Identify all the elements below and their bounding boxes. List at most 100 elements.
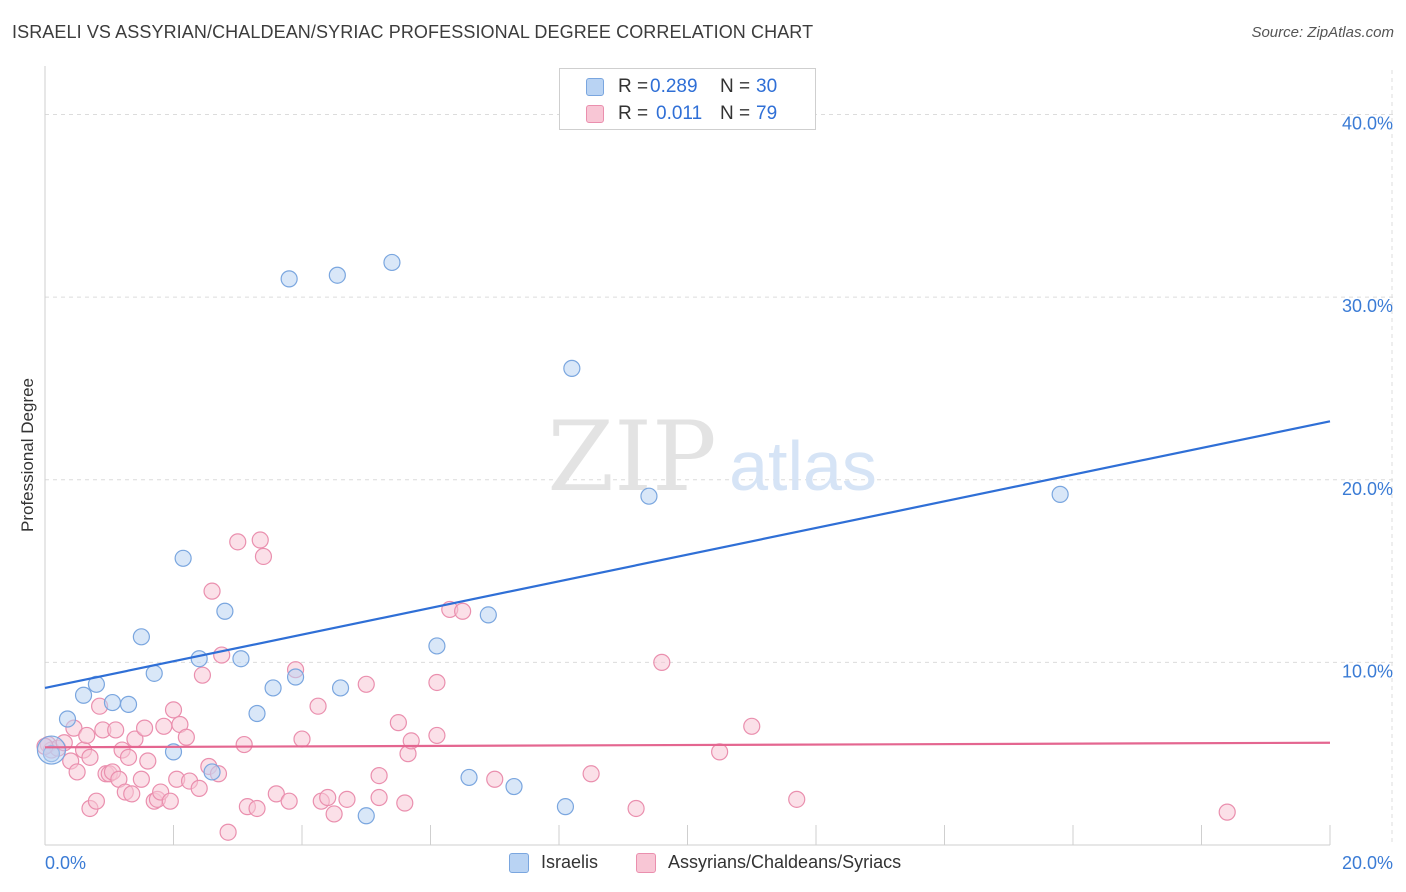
series-assyrians-points <box>36 531 1236 841</box>
data-point-pink <box>293 730 311 748</box>
data-point-pink <box>370 767 388 785</box>
legend-swatch-blue <box>509 852 529 873</box>
data-point-pink <box>107 721 125 739</box>
data-point-pink <box>139 752 157 770</box>
data-point-pink <box>177 728 195 746</box>
legend-n-label: N = <box>720 76 751 97</box>
data-point-pink <box>338 790 356 808</box>
legend-n-value: 79 <box>756 103 778 124</box>
data-point-blue <box>286 668 305 686</box>
data-point-pink <box>132 770 150 788</box>
watermark: ZIP atlas <box>547 401 877 513</box>
legend-swatch-pink <box>636 852 656 873</box>
data-point-pink <box>87 792 106 810</box>
tick-labels: 10.0% 20.0% 30.0% 40.0% 0.0% 20.0% <box>45 114 1393 873</box>
y-tick-label: 40.0% <box>1342 114 1393 134</box>
x-tick-label-max: 20.0% <box>1342 853 1393 873</box>
data-point-blue <box>145 664 163 682</box>
legend-n-label: N = <box>720 103 751 124</box>
data-point-pink <box>319 788 337 807</box>
data-point-pink <box>389 714 407 732</box>
data-point-pink <box>229 533 247 551</box>
data-point-blue <box>1051 485 1069 503</box>
data-point-pink <box>78 726 96 745</box>
legend-label-assyrians: Assyrians/Chaldeans/Syriacs <box>668 852 902 872</box>
data-point-blue <box>264 679 282 697</box>
legend-swatch-blue <box>586 78 604 96</box>
data-point-pink <box>582 765 600 783</box>
legend-r-value: 0.289 <box>650 76 698 97</box>
data-point-pink <box>251 531 269 549</box>
data-point-pink <box>370 788 388 807</box>
gridlines <box>44 70 1395 845</box>
legend-swatch-pink <box>586 105 604 123</box>
data-point-pink <box>119 748 138 766</box>
data-point-pink <box>248 799 266 818</box>
data-point-blue <box>280 270 298 288</box>
data-point-blue <box>328 266 346 284</box>
data-point-pink <box>190 779 208 797</box>
y-tick-label: 30.0% <box>1342 296 1393 316</box>
legend-item-israelis[interactable]: Israelis <box>509 852 598 873</box>
chart-title: ISRAELI VS ASSYRIAN/CHALDEAN/SYRIAC PROF… <box>12 22 814 42</box>
x-tick-label-min: 0.0% <box>45 853 86 873</box>
data-point-blue <box>460 768 478 787</box>
watermark-zip: ZIP <box>547 401 716 513</box>
data-point-blue <box>132 628 150 646</box>
data-point-pink <box>203 582 221 600</box>
data-point-pink <box>1218 803 1236 821</box>
data-point-blue <box>640 487 658 505</box>
data-point-pink <box>788 790 806 808</box>
data-point-pink <box>653 653 671 671</box>
watermark-atlas: atlas <box>729 427 877 505</box>
data-point-pink <box>235 735 253 754</box>
data-point-pink <box>711 743 729 761</box>
legend-label-israelis: Israelis <box>541 852 599 872</box>
data-point-pink <box>627 799 645 818</box>
legend-item-assyrians[interactable]: Assyrians/Chaldeans/Syriacs <box>636 852 901 873</box>
legend-r-label: R = <box>618 76 649 97</box>
data-point-pink <box>193 666 212 684</box>
data-point-blue <box>428 637 446 655</box>
data-point-blue <box>563 359 581 377</box>
data-point-pink <box>254 547 273 566</box>
stats-legend: R = 0.289 N = 30 R = 0.011 N = 79 <box>559 68 816 130</box>
data-point-pink <box>396 794 414 812</box>
legend-r-label: R = <box>618 103 649 124</box>
data-point-pink <box>164 701 183 719</box>
data-point-pink <box>135 719 154 737</box>
legend-row-assyrians: R = 0.011 N = 79 <box>586 103 777 125</box>
trend-lines <box>44 420 1331 749</box>
trend-line-pink <box>44 741 1331 749</box>
data-point-pink <box>486 770 504 788</box>
data-point-blue <box>505 777 523 796</box>
data-point-pink <box>743 717 761 735</box>
data-point-pink <box>81 748 99 766</box>
legend-n-value: 30 <box>756 76 778 97</box>
y-tick-label: 10.0% <box>1342 661 1393 681</box>
data-point-pink <box>309 697 327 715</box>
data-point-pink <box>161 792 179 810</box>
data-point-blue <box>74 686 93 704</box>
data-point-pink <box>123 785 141 803</box>
axes <box>44 66 1331 846</box>
data-point-pink <box>428 726 446 745</box>
data-point-blue <box>556 798 575 816</box>
source-label: Source: ZipAtlas.com <box>1251 24 1394 41</box>
y-tick-label: 20.0% <box>1342 479 1393 499</box>
data-point-blue <box>357 807 375 825</box>
data-point-pink <box>357 675 375 693</box>
data-point-pink <box>454 602 472 620</box>
series-legend: Israelis Assyrians/Chaldeans/Syriacs <box>0 852 1406 878</box>
data-point-blue <box>119 695 138 713</box>
data-point-blue <box>58 710 77 728</box>
data-point-pink <box>428 673 446 692</box>
data-point-cluster <box>36 735 67 765</box>
data-point-blue <box>42 745 61 763</box>
data-point-pink <box>267 785 285 803</box>
data-point-blue <box>216 602 234 620</box>
legend-r-value: 0.011 <box>656 103 703 124</box>
data-point-blue <box>174 549 192 567</box>
data-point-blue <box>479 606 497 624</box>
